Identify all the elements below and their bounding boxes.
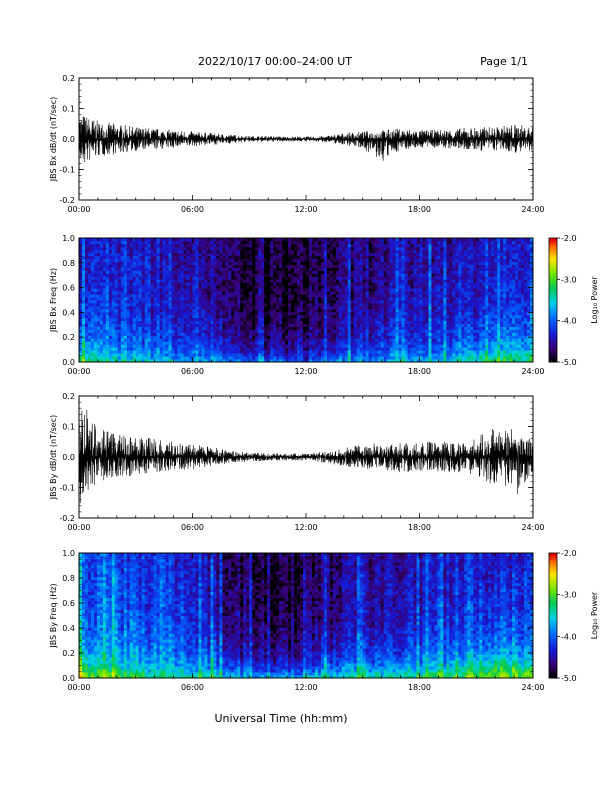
by-dbdt-trace	[79, 409, 533, 504]
colorbar-tick-label: -4.0	[561, 632, 577, 641]
y-axis-label: JBS By Freq (Hz)	[49, 583, 58, 648]
y-tick-label: 0.1	[62, 423, 75, 432]
x-tick-label: 06:00	[181, 367, 204, 376]
y-tick-label: 0.0	[62, 674, 75, 683]
colorbar-tick-label: -2.0	[561, 549, 577, 558]
y-tick-label: 0.0	[62, 358, 75, 367]
colorbar: -2.0 -3.0 -4.0 -5.0 Log₁₀ Power	[548, 234, 599, 367]
colorbar: -2.0 -3.0 -4.0 -5.0 Log₁₀ Power	[548, 549, 599, 683]
y-tick-label: 0.2	[62, 74, 75, 83]
colorbar-label: Log₁₀ Power	[590, 591, 599, 639]
x-tick-label: 00:00	[67, 367, 90, 376]
x-tick-label: 00:00	[67, 523, 90, 532]
page-number: Page 1/1	[480, 55, 528, 68]
y-tick-label: 0.6	[62, 599, 75, 608]
y-axis-label: JBS By dB/dt (nT/sec)	[49, 415, 58, 501]
x-axis-label: Universal Time (hh:mm)	[215, 712, 348, 725]
x-tick-label: 12:00	[294, 367, 317, 376]
x-tick-label: 24:00	[521, 205, 544, 214]
by-spectrogram	[79, 553, 534, 679]
y-axis-label: JBS Bx dB/dt (nT/sec)	[49, 97, 58, 183]
y-tick-label: 0.8	[62, 259, 75, 268]
y-tick-label: -0.1	[59, 484, 75, 493]
x-tick-label: 12:00	[294, 205, 317, 214]
x-tick-label: 00:00	[67, 683, 90, 692]
x-tick-label: 24:00	[521, 367, 544, 376]
x-tick-label: 06:00	[181, 683, 204, 692]
x-tick-label: 06:00	[181, 523, 204, 532]
y-tick-label: 0.2	[62, 333, 75, 342]
x-tick-label: 00:00	[67, 205, 90, 214]
y-tick-label: 0.4	[62, 308, 75, 317]
colorbar-tick-label: -3.0	[561, 591, 577, 600]
y-tick-label: -0.1	[59, 166, 75, 175]
x-tick-label: 24:00	[521, 523, 544, 532]
y-tick-label: 0.0	[62, 453, 75, 462]
y-tick-label: 0.2	[62, 649, 75, 658]
x-tick-label: 06:00	[181, 205, 204, 214]
x-tick-label: 18:00	[408, 683, 431, 692]
by-spectrogram-panel: 00:00 06:00 12:00 18:00 24:00 1.0 0.8 0.6 0.4 0.2…	[49, 549, 599, 692]
by-dbdt-panel: 00:00 06:00 12:00 18:00 24:00 0.2 0.1 0.0 -0.1 -0…	[49, 392, 545, 532]
y-axis-label: JBS Bx Freq (Hz)	[49, 268, 58, 333]
y-tick-label: 0.4	[62, 624, 75, 633]
page-title: 2022/10/17 00:00–24:00 UT	[198, 55, 352, 68]
bx-spectrogram-panel: 00:00 06:00 12:00 18:00 24:00 1.0 0.8 0.6 0.4 0.2…	[49, 234, 599, 376]
colorbar-tick-label: -2.0	[561, 234, 577, 243]
colorbar-tick-label: -3.0	[561, 275, 577, 284]
y-tick-label: -0.2	[59, 196, 75, 205]
y-tick-label: 1.0	[62, 549, 75, 558]
y-tick-label: 1.0	[62, 234, 75, 243]
x-tick-label: 24:00	[521, 683, 544, 692]
colorbar-tick-label: -5.0	[561, 358, 577, 367]
colorbar-tick-label: -5.0	[561, 674, 577, 683]
x-tick-label: 18:00	[408, 523, 431, 532]
y-tick-label: 0.1	[62, 105, 75, 114]
y-tick-label: -0.2	[59, 514, 75, 523]
x-tick-label: 12:00	[294, 683, 317, 692]
bx-dbdt-panel: 00:00 06:00 12:00 18:00 24:00 0.2 0.1 0.0 -0.1 -0…	[49, 74, 545, 214]
y-tick-label: 0.6	[62, 284, 75, 293]
y-tick-label: 0.2	[62, 392, 75, 401]
x-tick-label: 18:00	[408, 367, 431, 376]
bx-spectrogram	[79, 238, 534, 363]
colorbar-tick-label: -4.0	[561, 317, 577, 326]
colorbar-label: Log₁₀ Power	[590, 276, 599, 324]
x-tick-label: 18:00	[408, 205, 431, 214]
x-tick-label: 12:00	[294, 523, 317, 532]
y-tick-label: 0.8	[62, 574, 75, 583]
y-tick-label: 0.0	[62, 135, 75, 144]
bx-dbdt-trace	[79, 116, 533, 166]
